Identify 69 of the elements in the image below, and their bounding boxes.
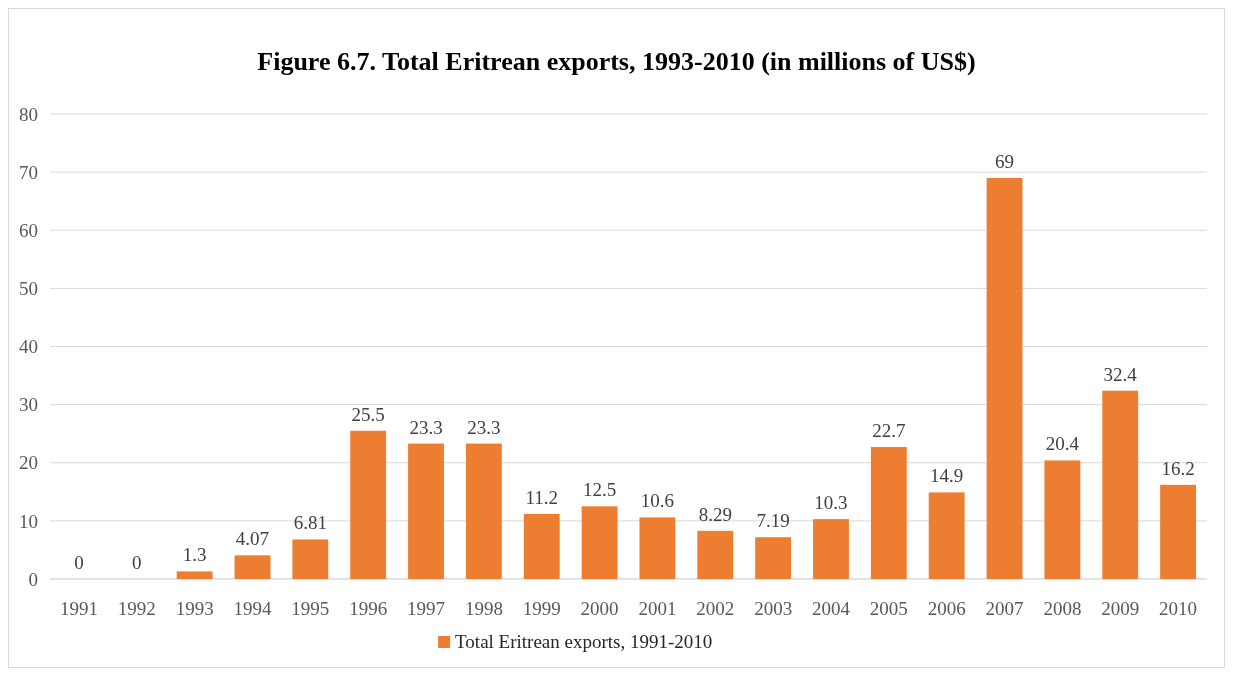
x-tick-label: 2005 (869, 598, 908, 619)
legend-label: Total Eritrean exports, 1991-2010 (455, 631, 713, 652)
data-label: 14.9 (930, 465, 964, 487)
bar (234, 555, 271, 579)
bar (581, 506, 618, 579)
y-tick-label: 80 (19, 103, 38, 125)
x-tick-label: 2006 (927, 598, 966, 619)
data-label: 0 (132, 552, 142, 573)
data-label: 10.3 (814, 492, 848, 514)
bar (1044, 460, 1081, 579)
bar (292, 539, 329, 579)
x-tick-label: 2007 (985, 598, 1024, 619)
bar (928, 492, 965, 579)
x-tick-label: 1997 (407, 598, 446, 619)
y-tick-label: 60 (19, 219, 38, 241)
x-tick-label: 2003 (754, 598, 793, 619)
bar (755, 537, 792, 579)
y-tick-label: 10 (19, 510, 38, 532)
bar (523, 513, 560, 579)
data-label: 32.4 (1103, 363, 1138, 385)
x-tick-label: 2008 (1043, 598, 1082, 619)
x-tick-label: 2010 (1159, 598, 1198, 619)
x-tick-label: 2009 (1101, 598, 1140, 619)
chart-title: Figure 6.7. Total Eritrean exports, 1993-2010 (in millions of US$) (257, 47, 976, 76)
bar (1102, 390, 1139, 579)
bar (465, 443, 502, 579)
x-tick-label: 1992 (117, 598, 156, 619)
data-label: 12.5 (582, 479, 617, 501)
x-tick-label: 1996 (349, 598, 388, 619)
x-tick-label: 1999 (522, 598, 561, 619)
x-tick-label: 2000 (580, 598, 619, 619)
y-tick-label: 20 (19, 452, 38, 474)
x-tick-label: 1998 (464, 598, 503, 619)
data-label: 8.29 (698, 503, 732, 525)
bar (986, 177, 1023, 579)
data-label: 4.07 (235, 528, 270, 550)
x-tick-label: 2001 (638, 598, 677, 619)
data-label: 16.2 (1161, 457, 1195, 479)
data-label: 7.19 (756, 510, 790, 532)
data-label: 0 (74, 552, 84, 573)
data-label: 1.3 (182, 544, 207, 566)
x-tick-label: 1995 (291, 598, 330, 619)
data-label: 23.3 (409, 416, 443, 438)
bar (870, 447, 907, 579)
bar (176, 571, 213, 579)
x-tick-label: 1993 (175, 598, 214, 619)
data-label: 11.2 (525, 486, 558, 508)
data-label: 25.5 (351, 403, 385, 425)
bar (639, 517, 676, 579)
x-tick-label: 1994 (233, 598, 272, 619)
x-tick-label: 1991 (59, 598, 98, 619)
data-label: 23.3 (467, 416, 501, 438)
data-label: 6.81 (293, 512, 327, 534)
y-tick-label: 30 (19, 394, 38, 416)
data-label: 22.7 (872, 420, 906, 442)
data-label: 10.6 (640, 490, 675, 512)
y-tick-label: 70 (19, 161, 38, 183)
bar (408, 443, 444, 579)
x-tick-label: 2002 (696, 598, 735, 619)
bar (697, 530, 734, 579)
bar (350, 430, 387, 579)
bar (813, 519, 849, 579)
bar (1160, 484, 1197, 579)
x-tick-label: 2004 (811, 598, 851, 619)
data-label: 20.4 (1045, 433, 1080, 455)
y-tick-label: 40 (19, 336, 38, 358)
y-tick-label: 50 (19, 278, 38, 300)
y-tick-label: 0 (28, 568, 38, 590)
data-label: 69 (995, 150, 1015, 172)
